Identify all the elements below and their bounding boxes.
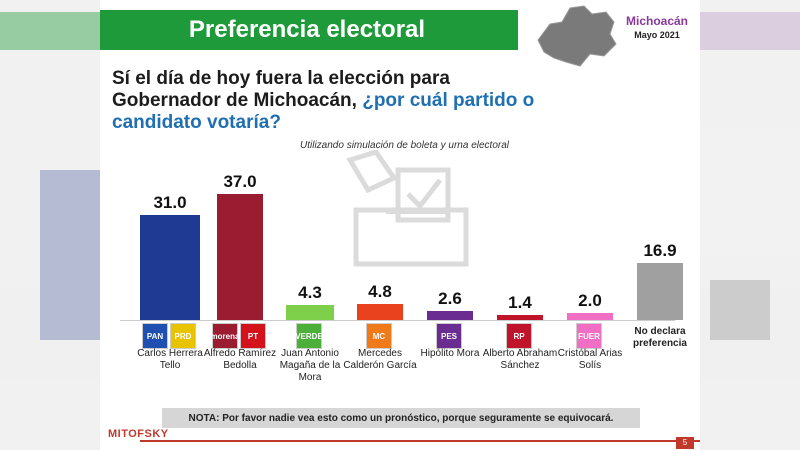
value-label-7: 16.9 — [643, 240, 677, 260]
bar-1 — [217, 194, 263, 320]
page-title: Preferencia electoral — [188, 16, 426, 43]
question-text: Sí el día de hoy fuera la elección para … — [112, 68, 552, 134]
candidate-name-3: Mercedes Calderón García — [343, 348, 417, 371]
survey-date: Mayo 2021 — [634, 30, 680, 40]
party-logo-box: FUER — [576, 323, 602, 349]
michoacan-map-icon — [537, 5, 617, 67]
value-label-0: 31.0 — [153, 192, 187, 212]
party-logo-box: RP — [506, 323, 532, 349]
party-logo-box: PAN — [142, 323, 168, 349]
candidate-name-4: Hipólito Mora — [420, 348, 480, 359]
bar-7 — [637, 262, 683, 320]
bar-2 — [286, 305, 334, 320]
bar-0 — [140, 214, 200, 320]
party-logo-4: PES — [436, 323, 462, 349]
candidate-name-6: Cristóbal Arias Solís — [557, 348, 623, 371]
candidate-name-7: No declara preferencia — [633, 326, 687, 349]
value-label-4: 2.6 — [438, 289, 462, 309]
party-logo-box: PRD — [170, 323, 196, 349]
bar-3 — [357, 303, 403, 320]
bar-5 — [497, 315, 543, 320]
value-label-1: 37.0 — [223, 172, 257, 192]
region-label: Michoacán Mayo 2021 — [622, 14, 692, 40]
background-left-blur — [0, 0, 100, 450]
value-label-6: 2.0 — [578, 291, 602, 311]
candidate-name-1: Alfredo Ramírez Bedolla — [203, 348, 277, 371]
party-logo-box: PES — [436, 323, 462, 349]
party-logo-1: morena PT — [211, 323, 266, 349]
value-label-3: 4.8 — [368, 281, 392, 301]
disclaimer-text: NOTA: Por favor nadie vea esto como un p… — [188, 412, 614, 424]
party-logo-box: MC — [366, 323, 392, 349]
candidate-name-5: Alberto Abraham Sánchez — [482, 348, 558, 371]
slide: Preferencia electoral Michoacán Mayo 202… — [100, 0, 700, 450]
brand-logo: MITOFSKY — [108, 428, 169, 440]
value-label-5: 1.4 — [508, 293, 532, 313]
header-stripe — [514, 10, 518, 50]
footer-line — [140, 440, 700, 442]
candidate-name-2: Juan Antonio Magaña de la Mora — [279, 348, 341, 383]
party-logo-3: MC — [366, 323, 392, 349]
party-logo-6: FUER — [576, 323, 602, 349]
page-number: 5 — [676, 437, 694, 449]
question-part2: ¿por cuál partido o candidato votaría? — [112, 90, 535, 133]
party-logo-box: VERDE — [295, 323, 323, 349]
party-logo-0: PAN PRD — [142, 323, 196, 349]
region-name: Michoacán — [625, 14, 688, 28]
chart-subtitle: Utilizando simulación de boleta y urna e… — [300, 140, 510, 151]
party-logo-box: PT — [240, 323, 266, 349]
ballot-box-icon — [346, 150, 469, 267]
disclaimer-note: NOTA: Por favor nadie vea esto como un p… — [162, 408, 640, 428]
party-logo-5: RP — [506, 323, 532, 349]
candidate-name-0: Carlos Herrera Tello — [137, 348, 203, 371]
party-logo-box: morena — [211, 323, 239, 349]
value-label-2: 4.3 — [298, 283, 322, 303]
bar-6 — [567, 313, 613, 320]
header-banner: Preferencia electoral — [100, 10, 514, 50]
bar-4 — [427, 311, 473, 320]
party-logo-2: VERDE — [295, 323, 323, 349]
question-part1: Sí el día de hoy fuera la elección para … — [112, 68, 450, 111]
background-right-blur — [700, 0, 800, 450]
chart-baseline — [120, 320, 675, 321]
